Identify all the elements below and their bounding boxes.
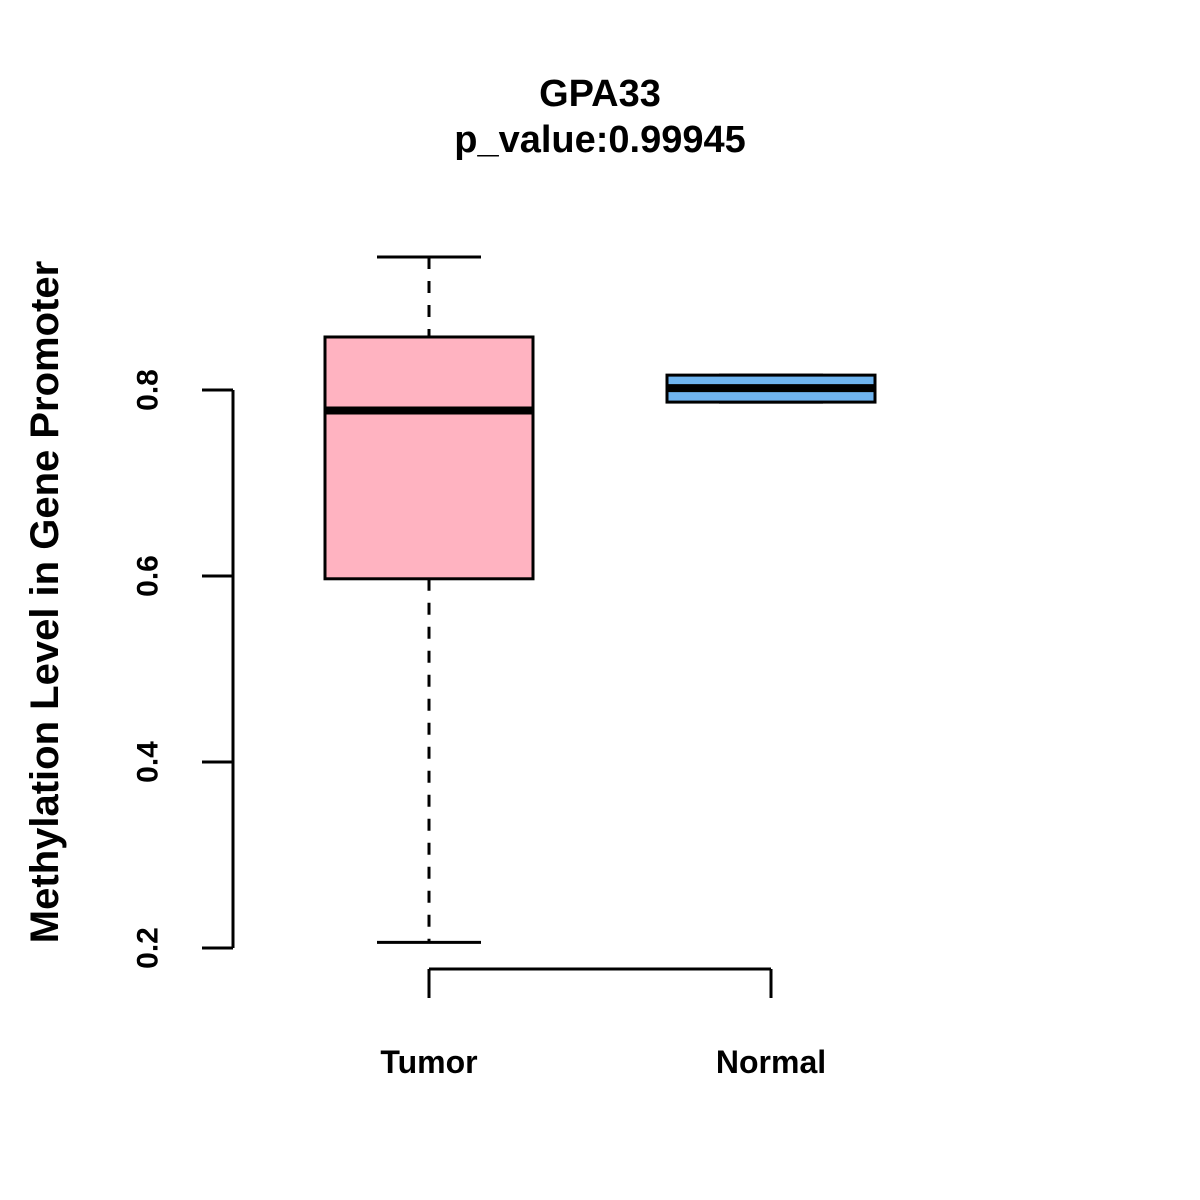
- y-axis-tick-label: 0.2: [132, 927, 165, 969]
- tumor-box: [323, 335, 535, 581]
- y-axis-tick-label: 0.8: [132, 369, 165, 411]
- chart-title: GPA33: [539, 73, 661, 115]
- x-tick-label-normal: Normal: [715, 1044, 827, 1080]
- y-axis-tick-label: 0.4: [132, 741, 165, 783]
- y-axis-tick-label: 0.6: [132, 555, 165, 597]
- x-tick-label-tumor: Tumor: [380, 1044, 478, 1080]
- chart-subtitle-pvalue: p_value:0.99945: [454, 119, 746, 161]
